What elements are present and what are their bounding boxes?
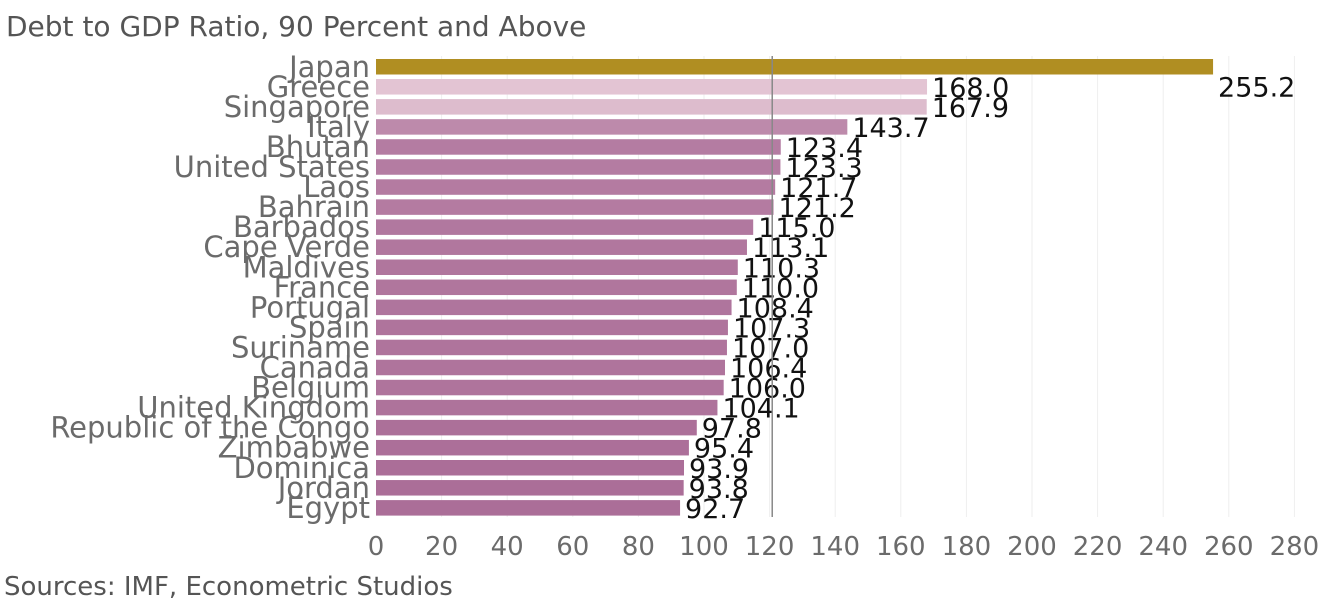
bar: [376, 279, 737, 296]
bar: [376, 199, 774, 215]
bar: [376, 59, 1214, 75]
value-label: 123.3: [785, 153, 862, 184]
category-label: Zimbabwe: [218, 431, 370, 465]
x-tick-label: 140: [810, 532, 860, 562]
chart-title: Debt to GDP Ratio, 90 Percent and Above: [6, 10, 587, 43]
value-label: 107.0: [732, 333, 809, 364]
bar: [376, 299, 732, 316]
x-tick-label: 220: [1073, 532, 1123, 562]
bar: [376, 159, 781, 175]
bar: [376, 99, 927, 115]
value-label: 95.4: [694, 434, 754, 465]
bar: [376, 500, 681, 516]
bar: [376, 480, 684, 496]
category-label: Egypt: [286, 491, 370, 525]
value-label: 110.3: [743, 253, 820, 284]
x-tick-label: 100: [679, 532, 729, 562]
value-label: 93.8: [689, 474, 749, 505]
value-label: 97.8: [702, 414, 762, 445]
x-axis-ticks: 0 20 40 60 80 100 120 140 160 180 200 220 240 260 280: [368, 532, 1319, 562]
category-label: Spain: [289, 310, 370, 344]
bar: [376, 460, 684, 476]
bar: [376, 339, 727, 356]
bar: [376, 219, 754, 235]
value-label: 106.4: [730, 354, 807, 385]
category-label: Bahrain: [258, 190, 370, 224]
bar: [376, 419, 697, 436]
value-label: 108.4: [737, 293, 814, 324]
value-label: 168.0: [932, 73, 1009, 104]
value-label: 121.7: [780, 173, 857, 204]
chart-source: Sources: IMF, Econometric Studios: [4, 572, 453, 602]
x-tick-label: 60: [556, 532, 589, 562]
x-tick-label: 240: [1138, 532, 1188, 562]
x-tick-label: 280: [1270, 532, 1320, 562]
category-label: Barbados: [233, 210, 370, 244]
bar: [376, 379, 724, 396]
bar: [376, 259, 738, 275]
category-label: Portugal: [250, 290, 370, 324]
category-label: Dominica: [233, 451, 370, 485]
value-labels: 255.2 168.0167.9143.7123.4123.3121.7121.2…: [685, 56, 1295, 525]
category-label: Suriname: [231, 330, 370, 364]
category-label: Jordan: [276, 471, 370, 505]
bar: [376, 399, 718, 416]
category-label: Italy: [307, 110, 370, 144]
bar: [376, 79, 928, 95]
bar: [376, 119, 848, 135]
bars: [376, 59, 1214, 516]
category-label: Japan: [287, 50, 370, 84]
category-label: Singapore: [224, 90, 370, 124]
category-label: Canada: [260, 351, 370, 385]
x-tick-label: 200: [1007, 532, 1057, 562]
value-label: 106.0: [729, 374, 806, 405]
category-label: United Kingdom: [137, 391, 370, 425]
bar: [376, 359, 725, 376]
category-label: Cape Verde: [203, 230, 370, 264]
bar: [376, 139, 781, 155]
bar: [376, 439, 689, 456]
x-tick-label: 0: [368, 532, 385, 562]
x-tick-label: 260: [1204, 532, 1254, 562]
x-tick-label: 80: [622, 532, 655, 562]
value-label: 255.2: [1218, 73, 1295, 104]
value-label: 115.0: [758, 213, 835, 244]
category-label: Maldives: [243, 250, 370, 284]
category-label: Laos: [303, 170, 370, 204]
x-tick-label: 180: [942, 532, 992, 562]
bar: [376, 239, 747, 255]
x-tick-label: 160: [876, 532, 926, 562]
value-label: 93.9: [689, 454, 749, 485]
value-label: 143.7: [852, 113, 929, 144]
x-tick-label: 120: [745, 532, 795, 562]
value-label: 123.4: [786, 133, 863, 164]
x-tick-label: 40: [491, 532, 524, 562]
value-label: 167.9: [932, 93, 1009, 124]
x-tick-label: 20: [425, 532, 458, 562]
value-label: 110.0: [742, 273, 819, 304]
bar: [376, 319, 728, 336]
category-label: Greece: [267, 70, 370, 104]
category-label: United States: [174, 150, 370, 184]
bar: [376, 179, 776, 195]
category-label: Republic of the Congo: [50, 411, 370, 445]
value-label: 104.1: [722, 394, 799, 425]
category-label: France: [274, 270, 370, 304]
value-label: 121.2: [779, 193, 856, 224]
value-label: 113.1: [752, 233, 829, 264]
value-label: 92.7: [685, 494, 745, 525]
category-label: Belgium: [251, 371, 370, 405]
category-label: Bhutan: [266, 130, 370, 164]
